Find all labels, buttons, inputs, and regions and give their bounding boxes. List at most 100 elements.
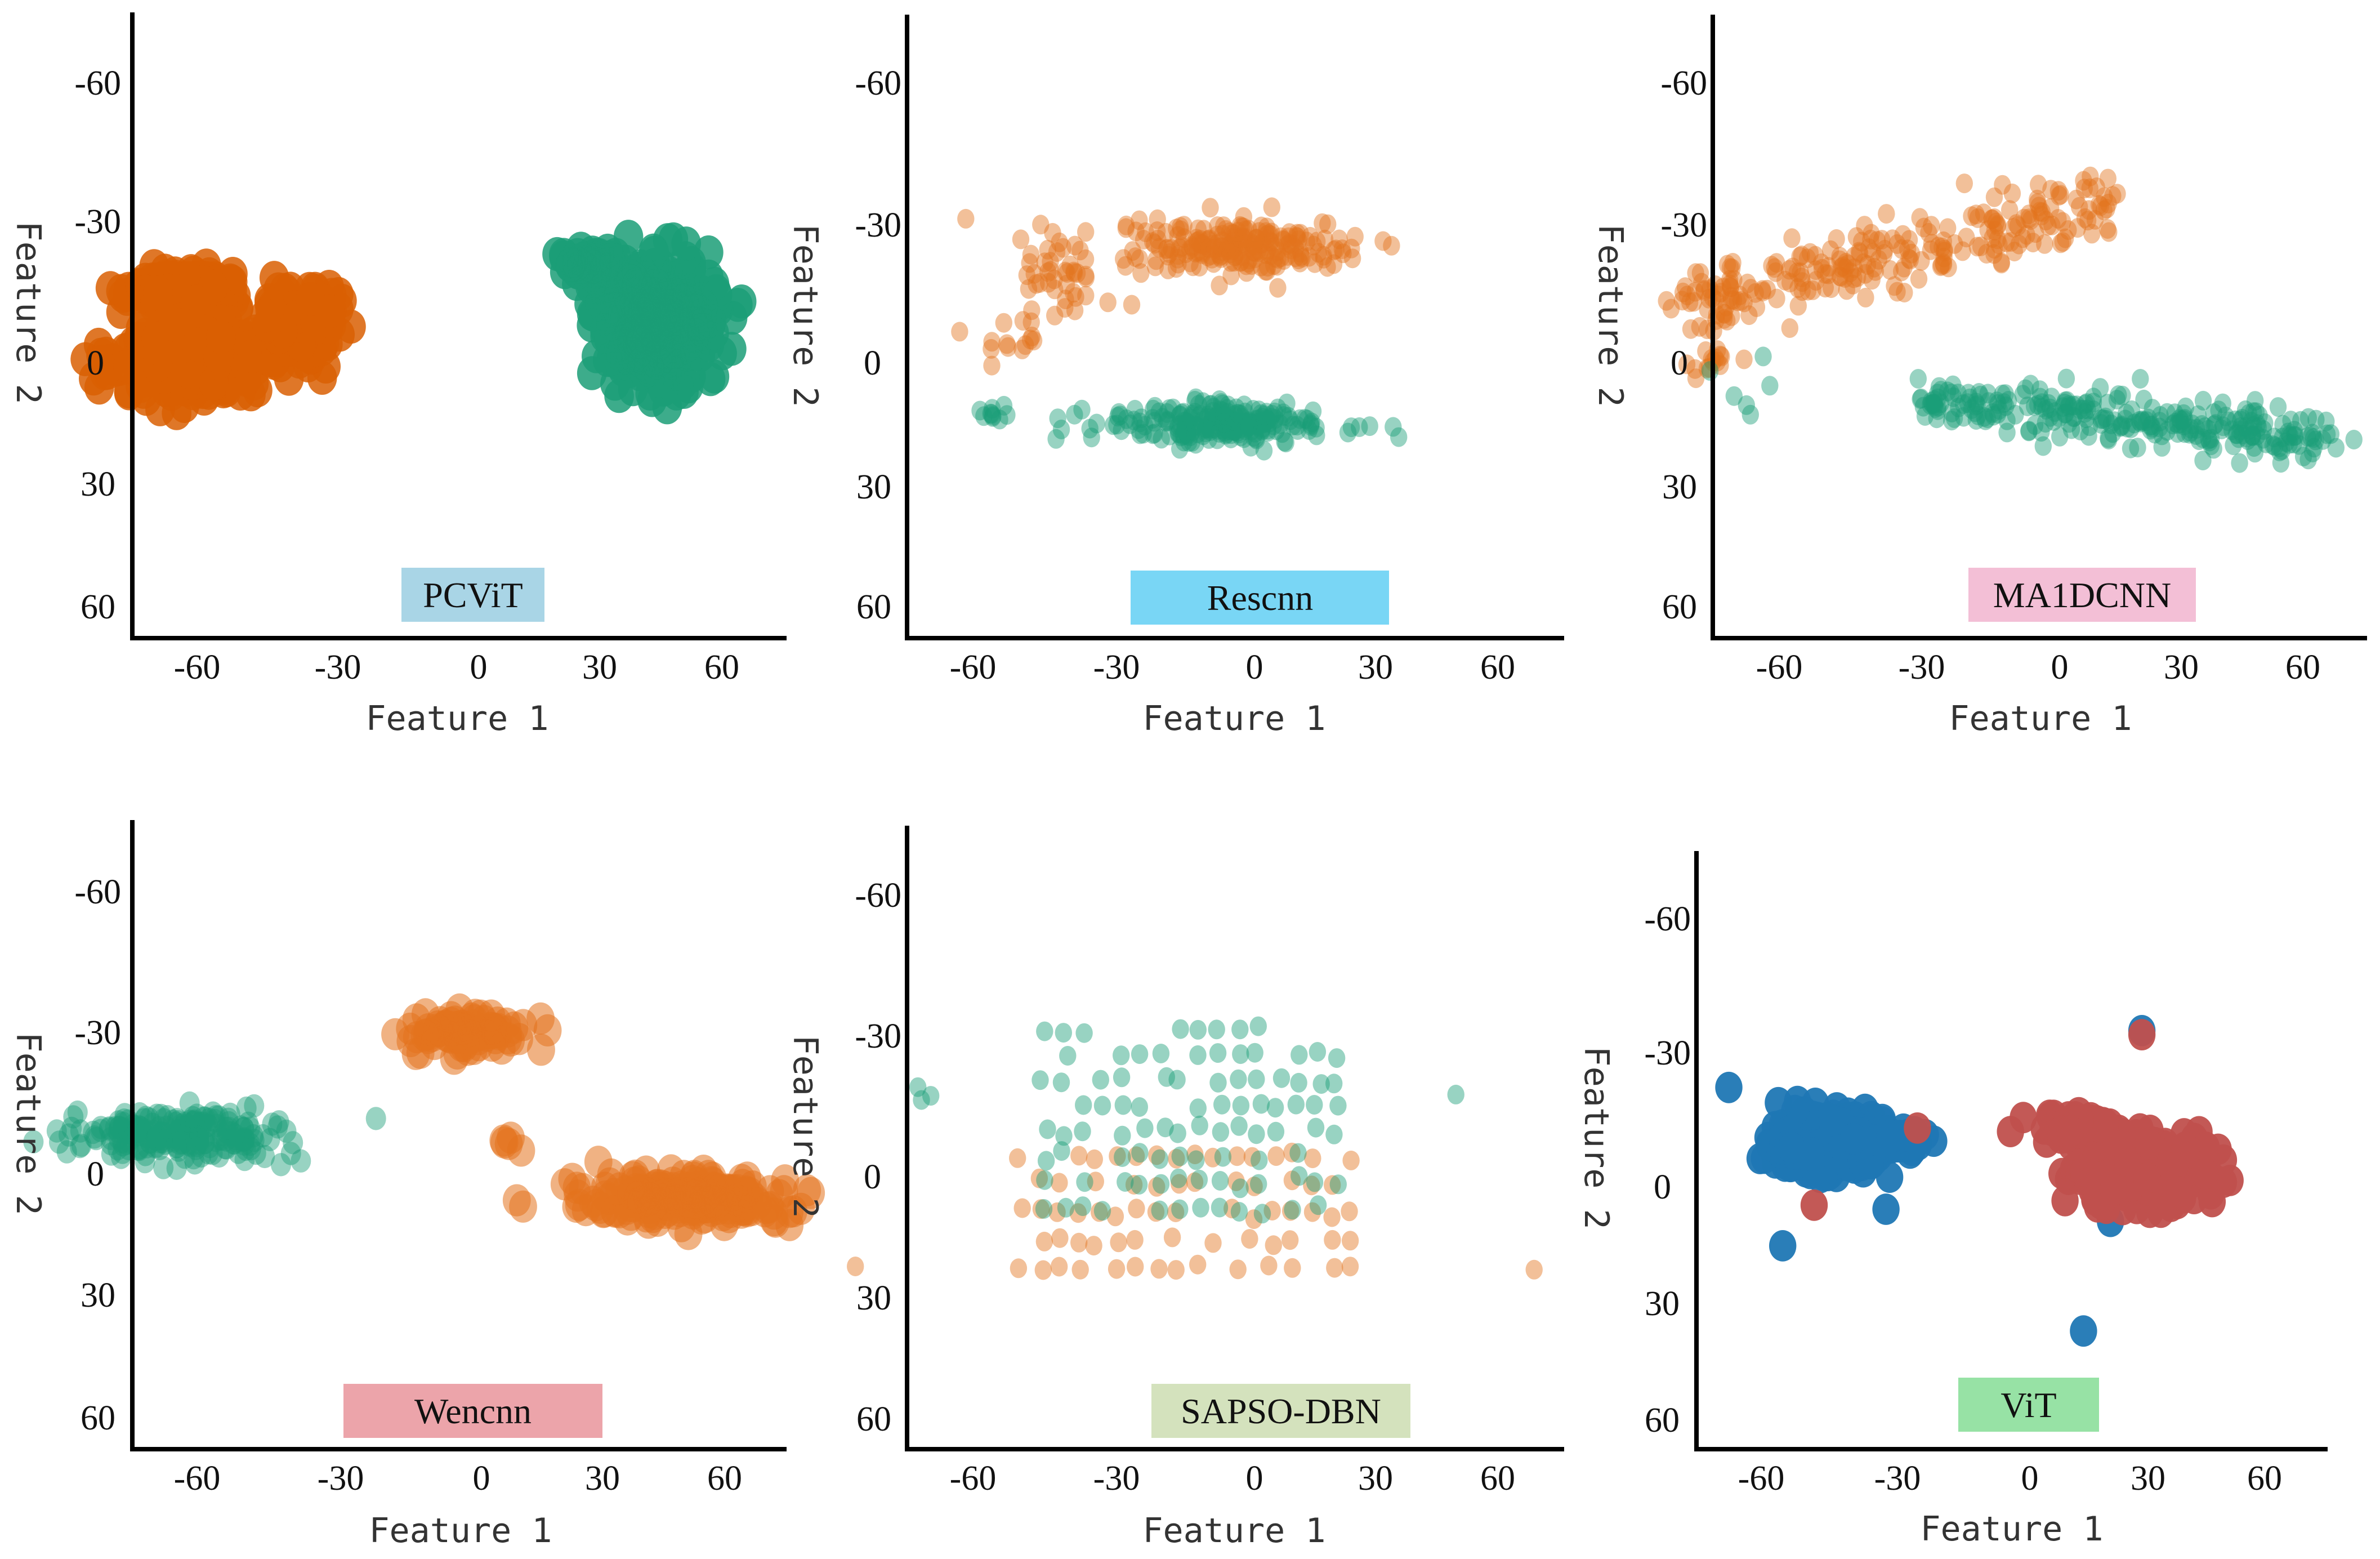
wencnn-series-2-point: [230, 1115, 251, 1139]
ma1dcnn-series-2-point: [2140, 408, 2157, 429]
ma1dcnn-series-1-point: [2042, 198, 2060, 218]
rescnn-series-2-point: [1231, 418, 1249, 439]
rescnn-series-1-point: [1257, 244, 1275, 264]
rescnn-series-1-point: [1135, 230, 1153, 250]
sapso-dbn-series-2-point: [1306, 1095, 1323, 1115]
rescnn-series-2-point: [1266, 402, 1284, 422]
wencnn-series-2-point: [198, 1113, 218, 1137]
sapso-dbn-series-1-point: [1245, 1209, 1263, 1230]
rescnn-series-2-point: [1175, 431, 1193, 452]
rescnn-series-2-point: [1205, 418, 1223, 438]
rescnn-series-2-point: [1258, 409, 1275, 429]
wencnn-x-label: Feature 1: [369, 1511, 552, 1551]
ma1dcnn-series-1-point: [2100, 194, 2117, 213]
ma1dcnn-series-1-point: [1721, 274, 1739, 295]
ma1dcnn-series-1-point: [2007, 214, 2025, 234]
rescnn-series-1-point: [1252, 256, 1270, 277]
wencnn-series-2-point: [208, 1105, 229, 1129]
vit-series-2-point: [2135, 1128, 2162, 1160]
wencnn-series-2-point: [111, 1130, 132, 1153]
ma1dcnn-series-2-point: [2318, 411, 2335, 431]
wencnn-series-2-point: [244, 1129, 265, 1152]
ma1dcnn-series-1-point: [1900, 230, 1918, 250]
sapso-dbn-series-1-point: [1070, 1232, 1088, 1253]
rescnn-series-1-point: [1191, 233, 1208, 253]
sapso-dbn-series-1-point: [1229, 1259, 1247, 1280]
ma1dcnn-series-2-point: [1927, 398, 1944, 418]
ma1dcnn-series-2-point: [2084, 387, 2102, 408]
wencnn-series-2-point: [212, 1123, 233, 1147]
ma1dcnn-series-2-point: [2290, 435, 2308, 455]
rescnn-series-2-point: [971, 400, 989, 421]
rescnn-series-2-point: [975, 406, 993, 426]
wencnn-series-2-point: [189, 1131, 209, 1155]
ma1dcnn-series-1-point: [1979, 220, 1997, 240]
rescnn-series-1-point: [1233, 251, 1250, 271]
sapso-dbn-series-2-point: [1306, 1172, 1324, 1192]
rescnn-series-1-point: [1187, 243, 1204, 263]
wencnn-series-2-point: [199, 1107, 220, 1132]
ma1dcnn-series-1-point: [1676, 277, 1694, 297]
ma1dcnn-series-1-point: [1686, 359, 1704, 379]
rescnn-series-2-point: [1361, 416, 1378, 436]
rescnn-series-1-point: [1325, 254, 1343, 274]
ma1dcnn-series-2-point: [2033, 393, 2051, 413]
wencnn-xtick: -60: [174, 1459, 221, 1498]
sapso-dbn-series-2-point: [1214, 1147, 1232, 1167]
rescnn-series-2-point: [1144, 409, 1162, 429]
rescnn-series-1-point: [1206, 238, 1224, 259]
rescnn-series-1-point: [1071, 240, 1089, 261]
rescnn-series-1-point: [1269, 241, 1286, 261]
ma1dcnn-series-2-point: [2106, 411, 2123, 431]
sapso-dbn-series-2-point: [1307, 1117, 1325, 1138]
wencnn-series-2-point: [163, 1129, 184, 1153]
pcvit-series-1-point: [70, 342, 100, 376]
rescnn-series-2-point: [1216, 413, 1233, 433]
ma1dcnn-series-1-point: [1845, 268, 1863, 288]
wencnn-series-2-point: [236, 1096, 257, 1120]
rescnn-series-2-point: [1217, 424, 1235, 443]
ma1dcnn-series-2-point: [2117, 403, 2135, 424]
ma1dcnn-series-1-point: [1969, 208, 1986, 228]
ma1dcnn-series-2-point: [2104, 423, 2122, 443]
panel-vit: -60 -30 0 30 60 -60 -30 0 30 60 Feature …: [1577, 851, 2328, 1549]
pcvit-series-2-point: [688, 289, 718, 323]
ma1dcnn-series-1-point: [1985, 187, 2003, 207]
wencnn-series-2-point: [140, 1130, 160, 1154]
sapso-dbn-series-1-point: [1342, 1150, 1360, 1170]
ma1dcnn-series-2-point: [2111, 417, 2129, 437]
sapso-dbn-series-2-point: [1075, 1095, 1092, 1115]
ma1dcnn-series-1-point: [1748, 297, 1766, 317]
rescnn-series-2-point: [1190, 395, 1207, 415]
rescnn-series-2-point: [1219, 403, 1236, 423]
rescnn-series-1-point: [1292, 243, 1309, 263]
wencnn-series-2-point: [177, 1121, 198, 1145]
ma1dcnn-series-2-point: [2166, 403, 2183, 424]
ma1dcnn-series-2-point: [2084, 400, 2102, 420]
ma1dcnn-series-1-point: [1701, 279, 1718, 299]
rescnn-series-1-point: [1189, 231, 1207, 251]
rescnn-series-1-point: [1319, 257, 1336, 277]
rescnn-series-2-point: [1126, 399, 1144, 420]
sapso-dbn-series-2-point: [1039, 1119, 1056, 1139]
rescnn-series-1-point: [1231, 216, 1249, 236]
rescnn-series-2-point: [1302, 414, 1320, 434]
ma1dcnn-series-1-point: [2033, 206, 2051, 226]
sapso-dbn-series-2-point: [1213, 1094, 1231, 1115]
ma1dcnn-xtick: 60: [2285, 648, 2320, 687]
ma1dcnn-series-1-point: [1863, 224, 1880, 244]
wencnn-series-2-point: [109, 1116, 130, 1139]
ma1dcnn-series-2-point: [2188, 418, 2205, 439]
rescnn-series-2-point: [1259, 410, 1277, 430]
wencnn-series-2-point: [99, 1116, 119, 1140]
ma1dcnn-series-1-point: [1674, 282, 1692, 302]
sapso-dbn-series-2-point: [1190, 1169, 1208, 1190]
rescnn-y-ticks: -60 -30 0 30 60: [855, 64, 901, 626]
ma1dcnn-series-1-point: [2052, 233, 2070, 253]
ma1dcnn-series-1-point: [1715, 309, 1733, 329]
rescnn-series-1-point: [998, 334, 1016, 354]
sapso-dbn-y-label: Feature 2: [785, 1035, 825, 1218]
vit-series-2-point: [2165, 1176, 2193, 1208]
ma1dcnn-series-1-point: [1718, 255, 1736, 275]
sapso-dbn-series-2-point: [1289, 1143, 1307, 1163]
